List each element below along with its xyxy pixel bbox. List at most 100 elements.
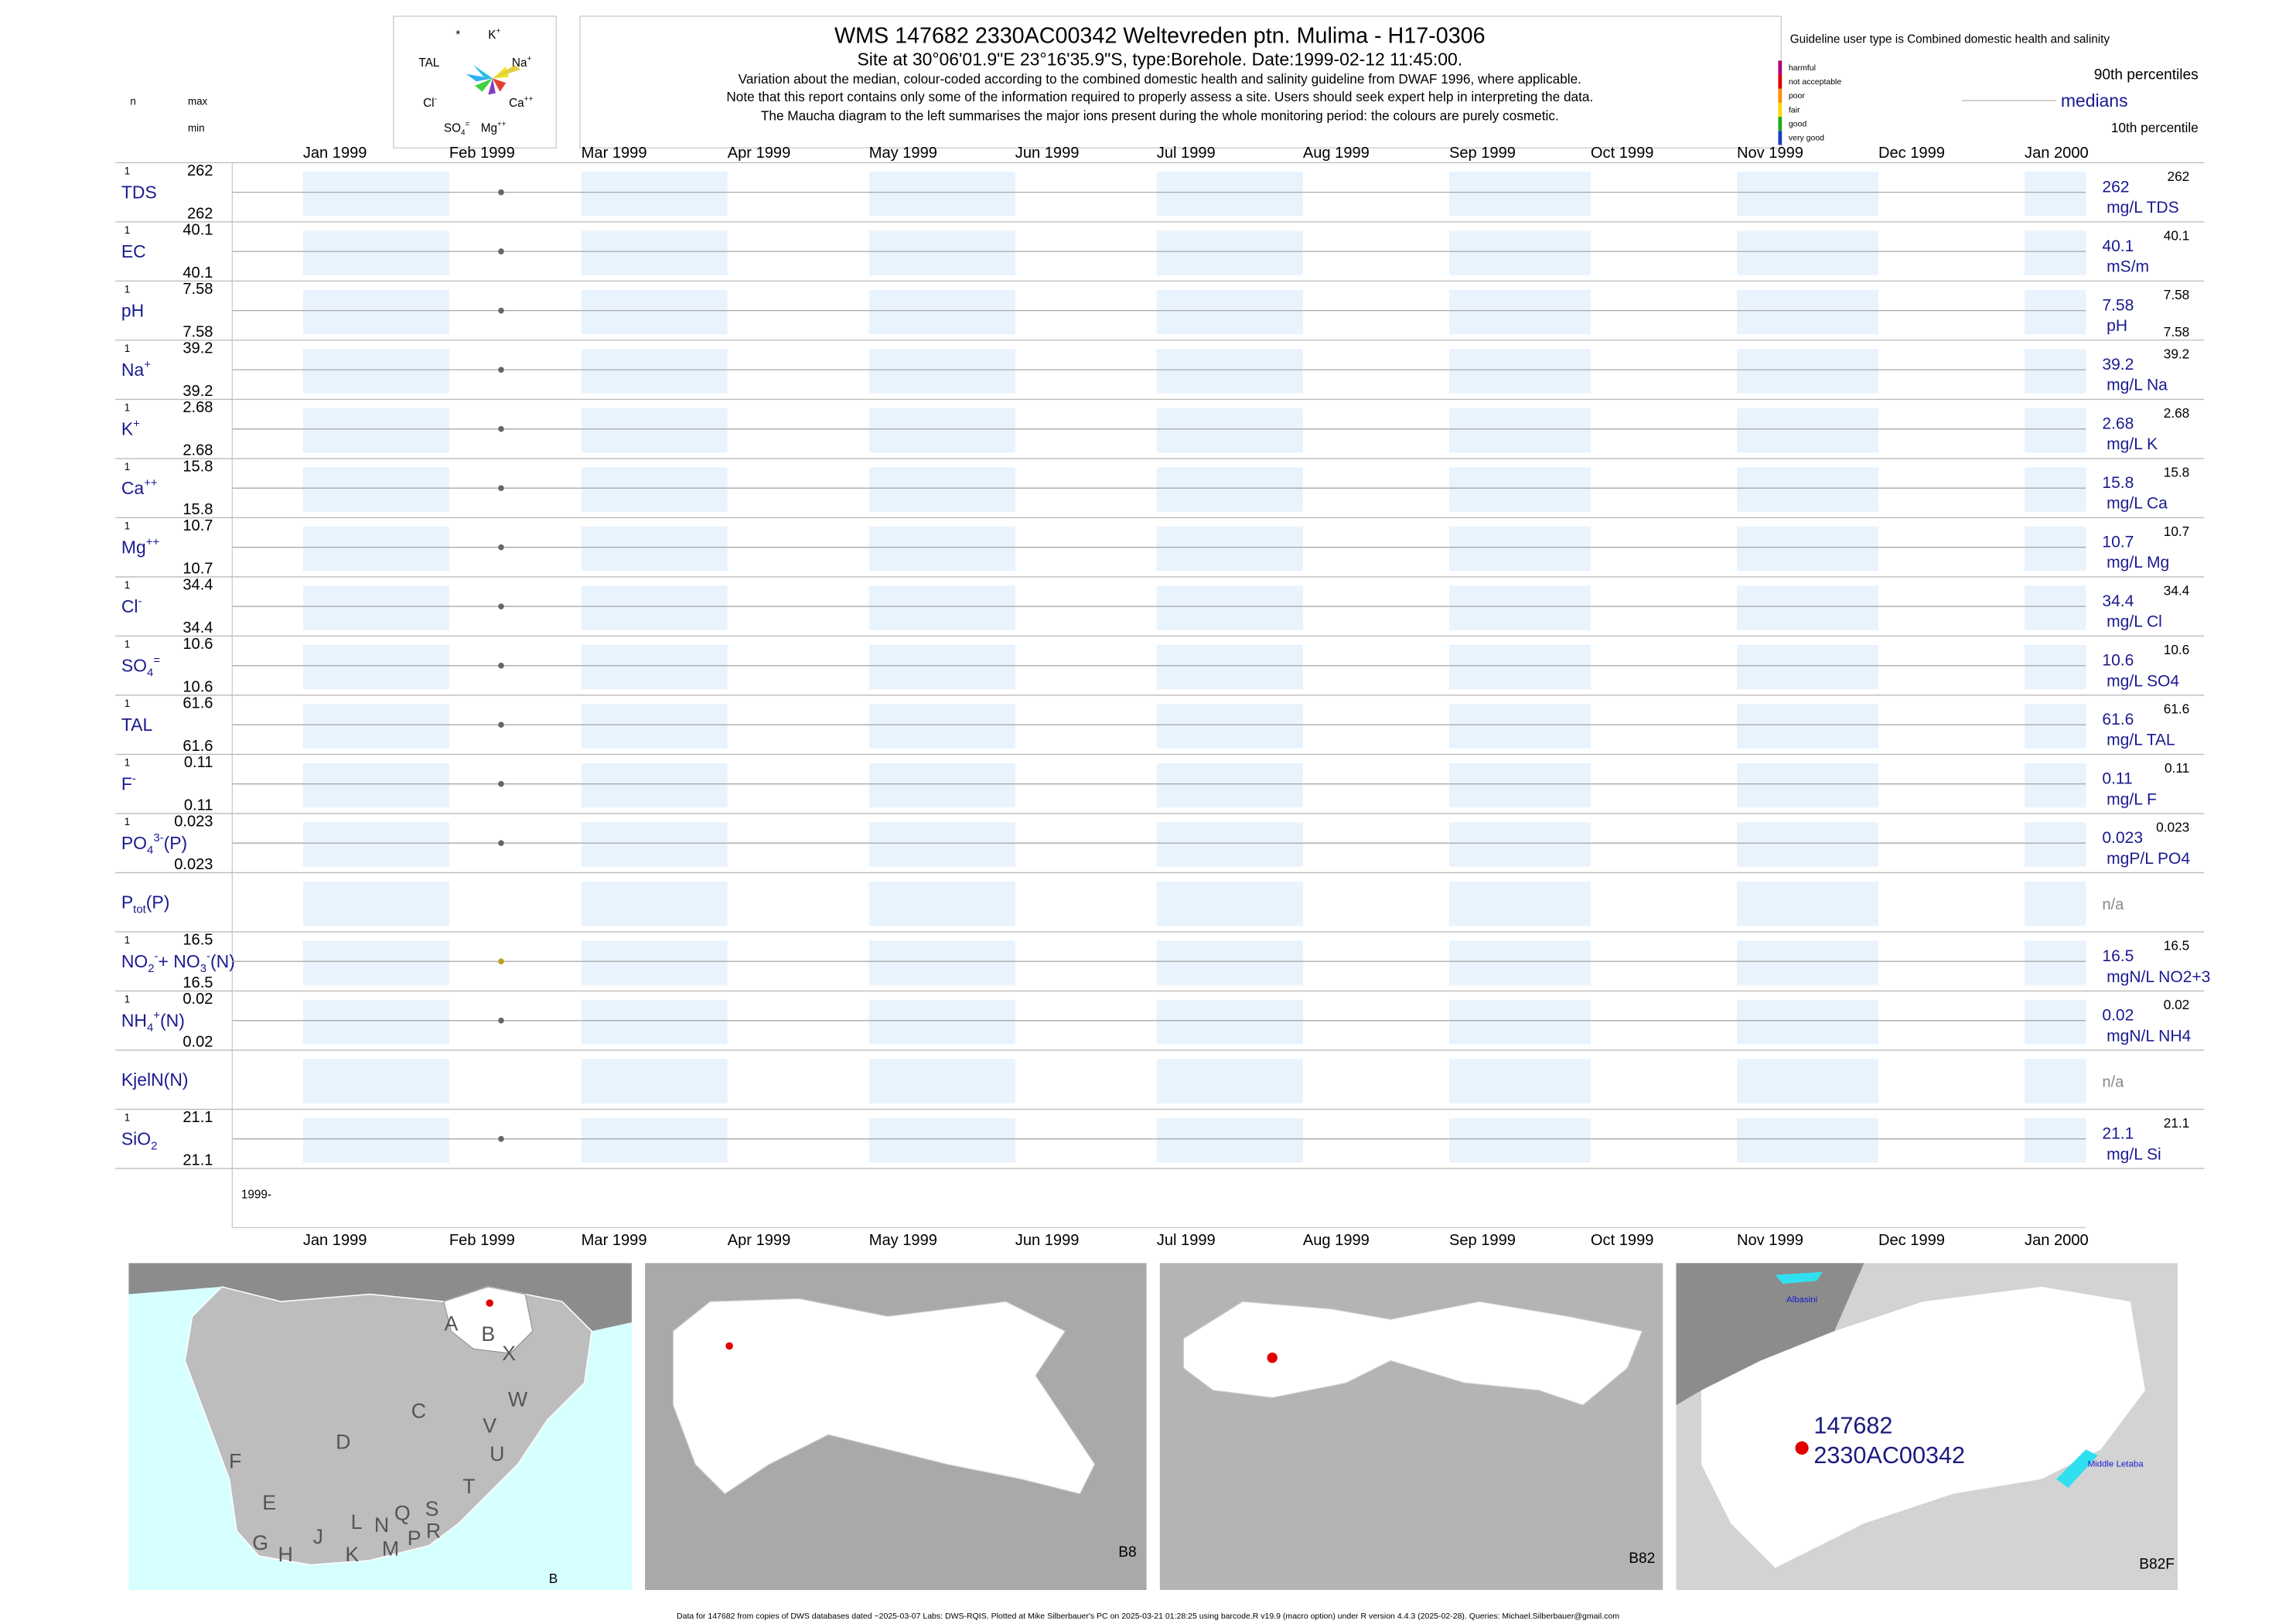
month-band [868, 822, 1015, 867]
month-band [1156, 881, 1303, 926]
label-part: * [455, 29, 460, 42]
title: WMS 147682 2330AC00342 Weltevreden ptn. … [834, 23, 1486, 48]
parameter-label: NH4+(N) [121, 1010, 185, 1035]
month-band [1737, 289, 1878, 335]
month-band [1448, 1117, 1591, 1163]
p90-value: 0.023 [2156, 820, 2189, 835]
p90-value: 7.58 [2164, 287, 2189, 302]
median-value: 262 [2102, 178, 2129, 196]
maucha-segment [493, 67, 510, 79]
month-band [1448, 940, 1591, 985]
min-value: 10.7 [183, 561, 213, 578]
n-header: n [130, 95, 135, 107]
maucha-label: Cl- [423, 95, 437, 110]
min-value: 15.8 [183, 501, 213, 518]
count: 1 [125, 224, 130, 236]
catchment [672, 1298, 1096, 1495]
drainage-region: Q [394, 1502, 411, 1525]
parameter-label: SO4= [121, 655, 160, 680]
note: Variation about the median, colour-coded… [739, 71, 1581, 87]
min-value: 39.2 [183, 383, 213, 400]
drainage-region: V [483, 1414, 496, 1438]
month-band [2025, 1117, 2086, 1163]
count: 1 [125, 165, 130, 176]
month-band [868, 704, 1015, 749]
p90-value: 10.7 [2164, 524, 2189, 539]
month-band [581, 822, 728, 867]
unit: mg/L Cl [2107, 613, 2162, 631]
p90-value: 15.8 [2164, 465, 2189, 480]
month-label: Oct 1999 [1591, 1232, 1653, 1249]
month-band [1737, 704, 1878, 749]
month-band [2025, 171, 2086, 217]
catchment-b [443, 1286, 534, 1354]
month-band [2025, 408, 2086, 453]
label-part: Mg [121, 537, 146, 558]
p10-legend: 10th percentile [2111, 120, 2199, 135]
unit: mg/L Na [2107, 377, 2168, 394]
month-band [2025, 585, 2086, 630]
month-band [868, 171, 1015, 217]
month-label: Jan 2000 [2025, 1232, 2089, 1249]
month-band [1156, 467, 1303, 512]
month-band [1156, 822, 1303, 867]
label-part: - [132, 773, 136, 786]
month-band [302, 881, 449, 926]
max-value: 0.11 [184, 754, 213, 771]
max-value: 7.58 [183, 281, 213, 298]
month-band [1156, 704, 1303, 749]
month-band [1737, 230, 1878, 275]
month-band [1737, 644, 1878, 690]
min-value: 0.02 [183, 1034, 213, 1051]
month-band [1737, 349, 1878, 394]
drainage-region: A [445, 1312, 459, 1336]
label-part: Cl [121, 596, 138, 616]
month-band [1737, 1059, 1878, 1104]
footer: Data for 147682 from copies of DWS datab… [677, 1612, 1619, 1621]
guideline-class: not acceptable [1789, 77, 1842, 87]
parameter-label: PO43-(P) [121, 832, 187, 857]
count: 1 [125, 343, 130, 354]
label-part: 4 [147, 667, 153, 680]
month-label: May 1999 [869, 145, 937, 162]
month-band [1448, 704, 1591, 749]
parameter-label: TAL [121, 715, 152, 735]
month-band [868, 1059, 1015, 1104]
label-part: = [153, 655, 160, 667]
min-value: 40.1 [183, 264, 213, 281]
map-code: B8 [1118, 1544, 1136, 1561]
maucha-diagram [466, 65, 521, 95]
month-band [581, 940, 728, 985]
month-band [1448, 999, 1591, 1045]
month-band [868, 644, 1015, 690]
label-part: + NO [159, 951, 200, 971]
unit: mg/L Ca [2107, 495, 2168, 513]
month-band [302, 999, 449, 1045]
month-band [1448, 763, 1591, 808]
month-band [1737, 999, 1878, 1045]
parameter-label: KjelN(N) [121, 1070, 189, 1090]
label-part: Na [121, 360, 145, 380]
month-band [2025, 704, 2086, 749]
month-band [1737, 763, 1878, 808]
min-value: 61.6 [183, 738, 213, 755]
label-part: Na [512, 56, 527, 70]
maucha-segment [466, 73, 493, 82]
p90-value: 0.02 [2164, 997, 2189, 1012]
label-part: 4 [461, 129, 466, 138]
month-band [581, 881, 728, 926]
drainage-region: K [345, 1543, 359, 1566]
drainage-region: M [382, 1537, 399, 1560]
unit: mS/m [2107, 258, 2149, 276]
month-band [302, 526, 449, 571]
drainage-region: L [351, 1510, 363, 1534]
dam [1775, 1271, 1823, 1285]
drainage-region: U [490, 1442, 504, 1465]
drainage-region: J [313, 1525, 323, 1548]
drainage-region: G [252, 1531, 268, 1554]
min-value: 2.68 [183, 442, 213, 459]
month-label: Mar 1999 [582, 145, 647, 162]
p90-value: 21.1 [2164, 1115, 2189, 1131]
label-part: SO [444, 121, 461, 135]
